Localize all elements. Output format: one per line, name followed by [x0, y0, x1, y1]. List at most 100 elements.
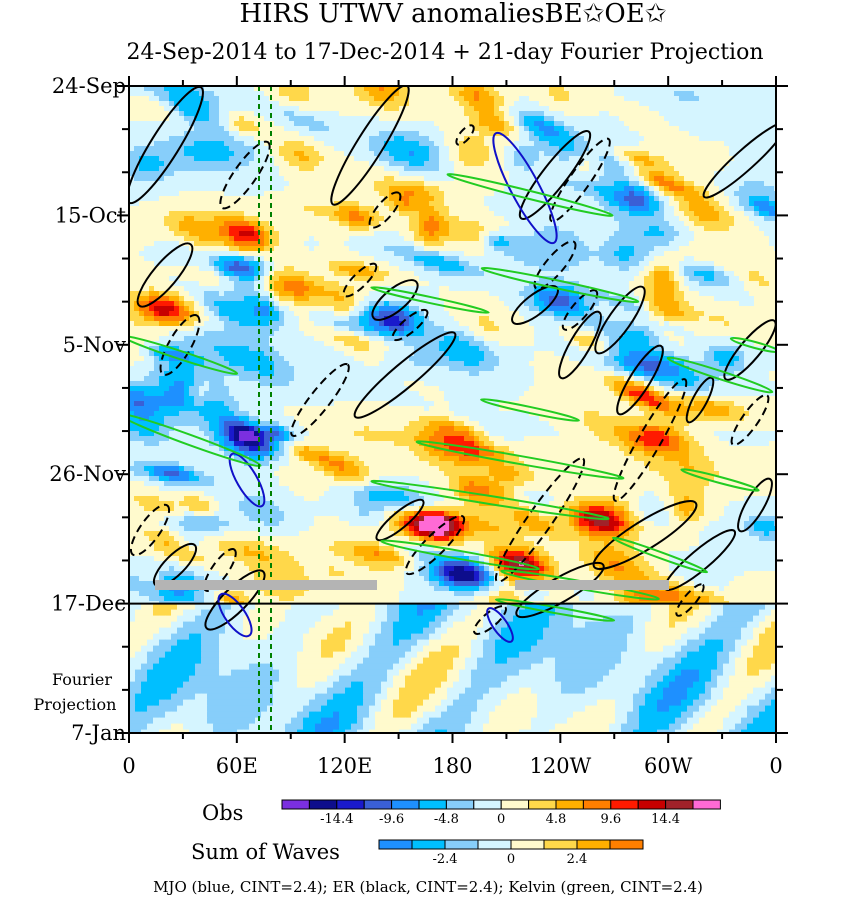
obs-cell — [649, 216, 655, 222]
obs-cell — [139, 91, 145, 97]
obs-cell — [214, 266, 220, 272]
obs-cell — [169, 271, 175, 277]
obs-cell — [674, 236, 680, 242]
obs-cell — [624, 91, 630, 97]
obs-cell — [184, 226, 190, 232]
obs-cell — [639, 241, 645, 247]
obs-cell — [229, 191, 235, 197]
obs-cell — [439, 136, 445, 142]
obs-cell — [264, 206, 270, 212]
obs-cell — [249, 121, 255, 127]
obs-cell — [394, 196, 400, 202]
obs-cell — [679, 186, 685, 192]
obs-cell — [329, 266, 335, 272]
obs-cell — [464, 246, 470, 252]
obs-cell — [394, 116, 400, 122]
obs-cell — [499, 156, 505, 162]
obs-cell — [324, 166, 330, 172]
obs-cell — [514, 206, 520, 212]
obs-cell — [714, 231, 720, 237]
obs-cell — [229, 216, 235, 222]
obs-cell — [464, 181, 470, 187]
obs-cell — [409, 96, 415, 102]
obs-cell — [694, 111, 700, 117]
obs-cell — [414, 161, 420, 167]
obs-cell — [489, 231, 495, 237]
obs-cell — [394, 246, 400, 252]
obs-cell — [479, 181, 485, 187]
obs-cell — [414, 151, 420, 157]
obs-cell — [634, 156, 640, 162]
obs-cell — [689, 181, 695, 187]
obs-cell — [734, 241, 740, 247]
obs-cell — [694, 226, 700, 232]
obs-cell — [579, 136, 585, 142]
obs-cell — [514, 176, 520, 182]
obs-cell — [234, 136, 240, 142]
obs-cell — [274, 191, 280, 197]
obs-cell — [424, 251, 430, 257]
obs-cell — [289, 271, 295, 277]
obs-cell — [129, 191, 135, 197]
obs-cell — [619, 171, 625, 177]
obs-cell — [239, 196, 245, 202]
obs-cell — [159, 151, 165, 157]
obs-cell — [279, 261, 285, 267]
obs-cell — [754, 241, 760, 247]
obs-cell — [249, 116, 255, 122]
obs-cell — [144, 161, 150, 167]
obs-cell — [679, 271, 685, 277]
obs-cell — [574, 206, 580, 212]
obs-cell — [279, 186, 285, 192]
obs-cell — [419, 206, 425, 212]
obs-cell — [654, 251, 660, 257]
obs-cell — [259, 106, 265, 112]
obs-cell — [139, 196, 145, 202]
obs-cell — [699, 131, 705, 137]
obs-cell — [464, 191, 470, 197]
obs-cell — [719, 266, 725, 272]
obs-cell — [489, 271, 495, 277]
obs-cell — [534, 126, 540, 132]
obs-cell — [194, 271, 200, 277]
obs-cell — [334, 271, 340, 277]
obs-cell — [244, 161, 250, 167]
obs-cell — [214, 91, 220, 97]
obs-cell — [359, 91, 365, 97]
obs-cell — [379, 231, 385, 237]
obs-cell — [759, 106, 765, 112]
obs-cell — [699, 181, 705, 187]
obs-cell — [534, 171, 540, 177]
obs-cell — [414, 181, 420, 187]
obs-cell — [734, 261, 740, 267]
obs-cell — [179, 116, 185, 122]
obs-cell — [229, 231, 235, 237]
obs-cell — [479, 196, 485, 202]
obs-cell — [644, 146, 650, 152]
obs-cell — [599, 211, 605, 217]
obs-cell — [549, 231, 555, 237]
obs-cell — [259, 276, 265, 282]
obs-cell — [579, 116, 585, 122]
obs-cell — [194, 211, 200, 217]
obs-cell — [144, 136, 150, 142]
obs-cell — [139, 181, 145, 187]
obs-cell — [374, 146, 380, 152]
obs-cell — [394, 211, 400, 217]
obs-cell — [734, 161, 740, 167]
obs-cell — [569, 226, 575, 232]
obs-cell — [724, 171, 730, 177]
obs-cell — [374, 171, 380, 177]
obs-cell — [394, 131, 400, 137]
obs-cell — [434, 246, 440, 252]
obs-cell — [239, 231, 245, 237]
obs-cell — [694, 136, 700, 142]
obs-cell — [759, 116, 765, 122]
obs-cell — [424, 131, 430, 137]
obs-cell — [274, 106, 280, 112]
obs-cell — [449, 231, 455, 237]
obs-cell — [639, 216, 645, 222]
obs-cell — [244, 111, 250, 117]
obs-cell — [494, 176, 500, 182]
obs-cell — [554, 131, 560, 137]
